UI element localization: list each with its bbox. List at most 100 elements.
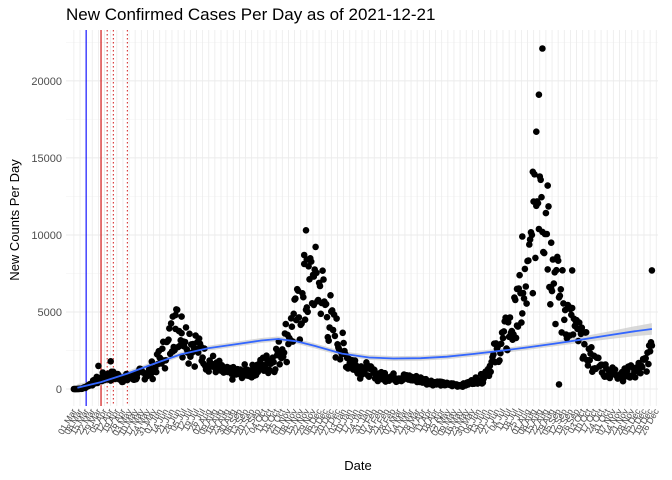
data-point [327,292,334,299]
data-point [528,231,536,239]
data-point [178,329,185,337]
data-point [283,358,291,366]
trend-line [77,328,653,389]
data-point [280,349,288,357]
data-point [595,354,602,362]
data-point [568,304,576,312]
data-point [292,295,299,302]
data-point [544,182,551,189]
data-point [185,360,192,367]
data-point [512,334,520,342]
data-point [179,354,186,361]
data-point [529,168,537,176]
data-point [582,329,590,336]
gridlines [66,30,658,406]
data-point [555,381,563,388]
data-point [557,286,565,293]
data-point [544,266,551,273]
data-point [547,239,555,246]
data-point [526,241,533,248]
data-point [381,369,389,377]
data-point [559,267,566,274]
data-point [95,362,102,370]
data-point [631,374,639,381]
data-point [575,319,583,326]
data-point [290,310,298,318]
data-point [643,368,650,375]
y-tick-label: 15000 [31,153,62,165]
data-point [516,271,523,279]
data-point [303,256,311,263]
data-point [578,324,586,332]
data-point [554,257,562,265]
y-tick-label: 0 [56,384,62,396]
data-point [340,339,347,347]
data-point [329,326,337,334]
data-point [645,360,652,368]
y-tick-label: 10000 [31,230,62,242]
data-point [209,352,217,360]
data-point [487,368,495,376]
data-point [556,292,564,300]
data-point [316,282,324,290]
data-point [499,334,507,342]
data-point [300,293,307,301]
data-point [263,352,270,360]
data-point [552,320,559,328]
y-tick-label: 20000 [31,76,62,88]
data-point [500,328,508,335]
data-point [525,257,532,264]
data-point [199,354,206,361]
data-point [611,366,619,374]
data-point [519,310,526,317]
y-axis-ticks: 0 5000 10000 15000 20000 [31,76,62,396]
data-point [513,285,521,293]
data-point [543,230,551,238]
data-point [173,306,181,314]
data-point [538,193,545,201]
data-point [276,361,284,368]
data-point [496,357,503,364]
data-point [506,314,514,321]
data-point [241,361,248,368]
data-point [312,243,319,251]
data-point [304,308,312,316]
data-point [540,249,548,257]
data-point [191,363,198,370]
data-point [149,375,156,383]
data-point [547,301,554,308]
data-point [186,330,193,338]
data-point [265,366,273,374]
data-point [178,313,185,320]
data-point [532,254,539,262]
data-point [521,265,529,273]
data-point [646,348,654,355]
data-point [638,363,646,371]
reference-lines [85,30,128,406]
data-point [519,233,526,240]
data-point [648,342,656,349]
data-point [533,128,540,135]
data-point [535,91,543,98]
data-point [282,320,290,328]
data-point [331,332,339,340]
data-point [490,351,497,358]
data-point [548,287,556,295]
data-point [522,283,530,290]
trend-line-path [77,328,653,389]
data-point [107,358,114,365]
data-point [181,338,189,346]
data-point [542,209,550,217]
data-point [301,316,309,324]
data-point [272,366,279,373]
data-point [167,320,175,327]
data-point [161,365,169,372]
data-point [512,296,519,304]
data-point [339,329,347,337]
data-point [642,355,649,362]
data-point [518,319,525,326]
data-point [270,358,277,366]
data-point [229,376,236,383]
